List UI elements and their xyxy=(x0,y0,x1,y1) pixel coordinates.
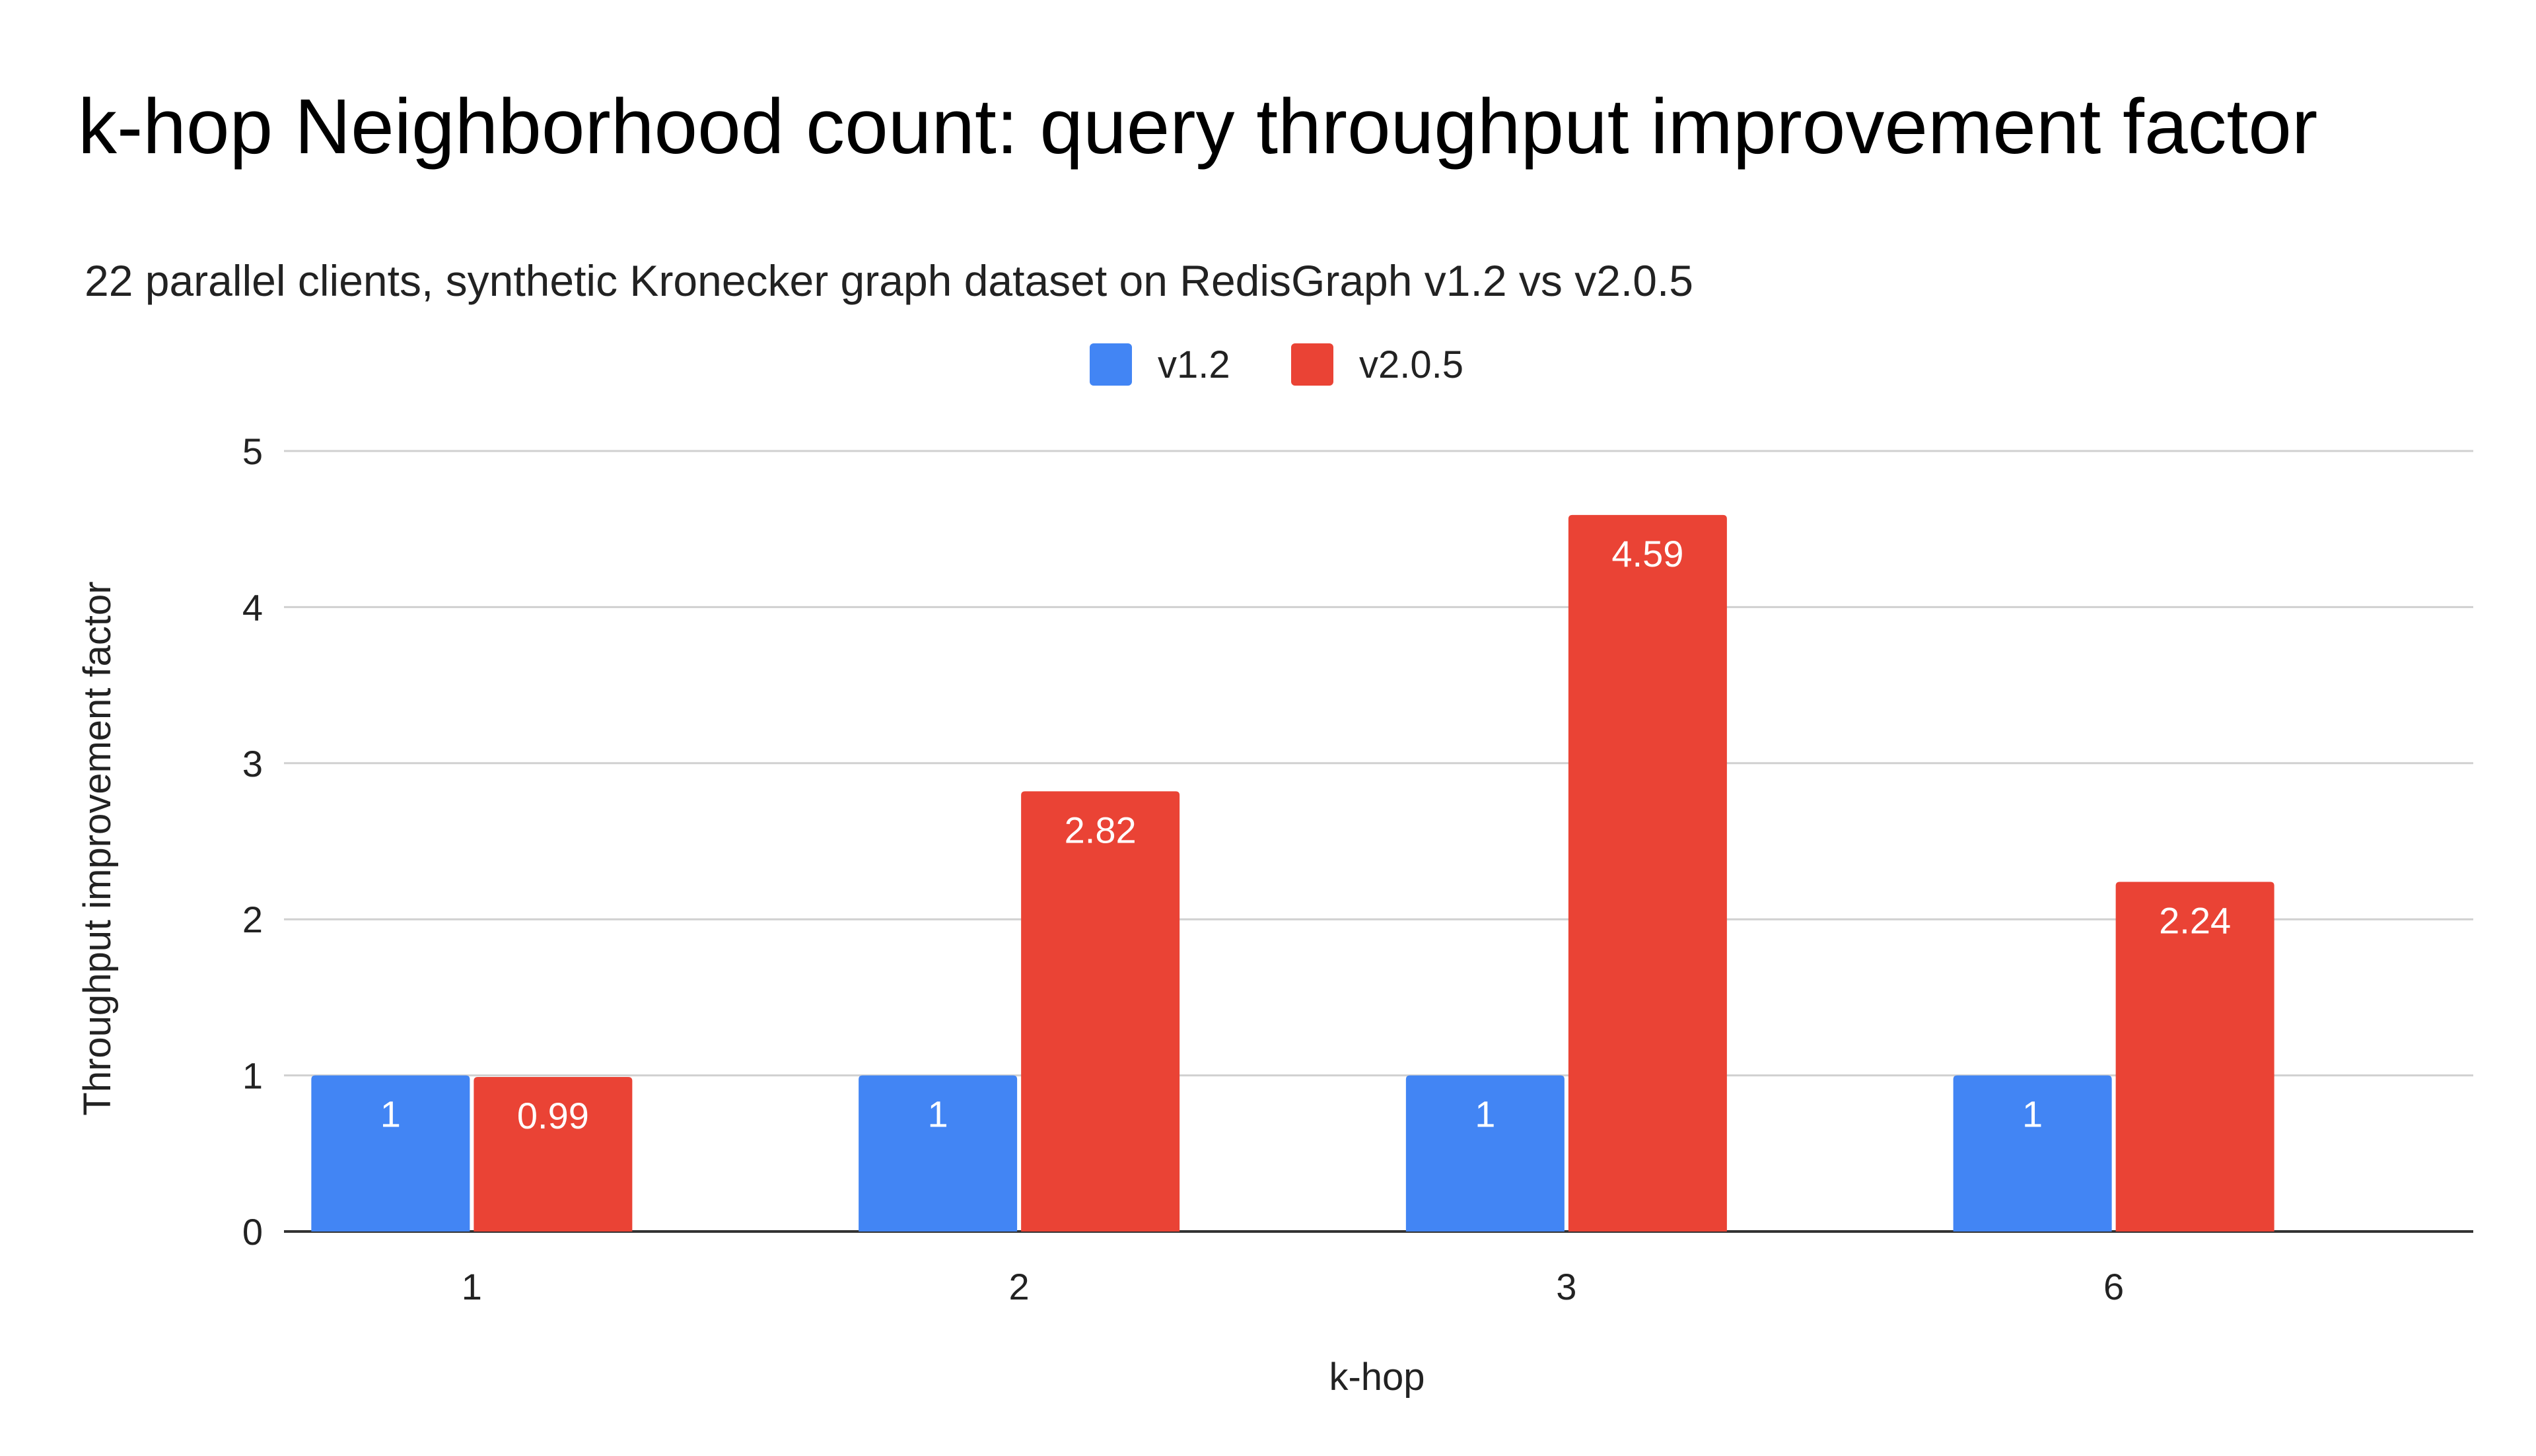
bar-labels: 1 0.99 1 2.82 1 4.59 1 2.24 xyxy=(380,533,2231,1136)
x-tick-label: 6 xyxy=(2103,1266,2124,1307)
bar-v2-0-5-khop-6 xyxy=(2115,882,2274,1231)
bar-value-label: 2.82 xyxy=(1065,809,1137,850)
bar-v1-2-khop-3 xyxy=(1405,1075,1565,1231)
bar-value-label: 1 xyxy=(2022,1093,2043,1135)
y-tick-label: 1 xyxy=(242,1055,263,1097)
bar-v1-2-khop-1 xyxy=(311,1075,470,1231)
x-tick-label: 1 xyxy=(462,1266,482,1307)
bar-v2-0-5-khop-2 xyxy=(1021,791,1180,1231)
chart-subtitle: 22 parallel clients, synthetic Kronecker… xyxy=(85,256,1693,305)
bar-value-label: 2.24 xyxy=(2159,899,2231,941)
legend-label: v1.2 xyxy=(1158,343,1230,386)
legend-swatch xyxy=(1090,343,1132,386)
bar-v1-2-khop-2 xyxy=(859,1075,1018,1231)
y-tick-label: 5 xyxy=(242,431,263,472)
chart-title: k-hop Neighborhood count: query throughp… xyxy=(78,83,2317,170)
bar-value-label: 1 xyxy=(928,1093,948,1135)
legend-label: v2.0.5 xyxy=(1359,343,1463,386)
legend-swatch xyxy=(1291,343,1333,386)
legend: v1.2 v2.0.5 xyxy=(1090,343,1463,386)
bar-v2-0-5-khop-1 xyxy=(474,1076,633,1231)
bars xyxy=(311,514,2274,1231)
y-axis-ticks: 0 1 2 3 4 5 xyxy=(242,431,263,1253)
y-tick-label: 0 xyxy=(242,1211,263,1253)
y-axis-label: Throughput improvement factor xyxy=(76,581,119,1115)
x-tick-label: 2 xyxy=(1009,1266,1030,1307)
x-tick-label: 3 xyxy=(1556,1266,1576,1307)
bar-value-label: 1 xyxy=(1475,1093,1495,1135)
y-tick-label: 3 xyxy=(242,743,263,784)
y-tick-label: 2 xyxy=(242,899,263,940)
x-axis-label: k-hop xyxy=(1329,1356,1425,1399)
bar-value-label: 4.59 xyxy=(1611,533,1683,574)
bar-v2-0-5-khop-3 xyxy=(1568,514,1727,1231)
bar-value-label: 1 xyxy=(380,1093,401,1135)
x-axis-ticks: 1 2 3 6 xyxy=(462,1266,2124,1307)
bar-value-label: 0.99 xyxy=(517,1095,589,1136)
y-tick-label: 4 xyxy=(242,586,263,628)
bar-v1-2-khop-6 xyxy=(1953,1075,2112,1231)
